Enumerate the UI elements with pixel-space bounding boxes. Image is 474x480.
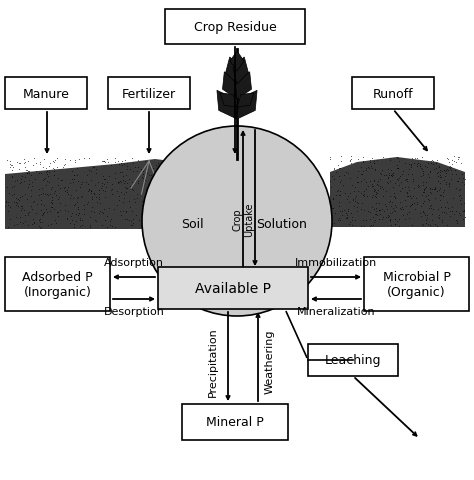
Bar <box>182 404 288 440</box>
Polygon shape <box>233 58 248 85</box>
Text: Precipitation: Precipitation <box>208 326 218 396</box>
Polygon shape <box>226 58 241 85</box>
Text: Adsorbed P
(Inorganic): Adsorbed P (Inorganic) <box>22 270 93 299</box>
Text: Crop Residue: Crop Residue <box>193 21 276 34</box>
Bar <box>5 257 110 312</box>
Text: Immobilization: Immobilization <box>295 257 377 267</box>
Bar <box>165 10 305 45</box>
Text: Leaching: Leaching <box>325 354 381 367</box>
Text: Fertilizer: Fertilizer <box>122 87 176 100</box>
Bar <box>352 78 434 110</box>
Text: Soil: Soil <box>181 218 203 231</box>
Text: Mineral P: Mineral P <box>206 416 264 429</box>
Polygon shape <box>237 94 254 108</box>
Polygon shape <box>235 72 252 100</box>
Text: Mineralization: Mineralization <box>297 306 375 316</box>
Bar <box>308 344 398 376</box>
Polygon shape <box>222 72 239 100</box>
Polygon shape <box>230 52 244 72</box>
Text: Available P: Available P <box>195 281 271 295</box>
Text: Manure: Manure <box>23 87 69 100</box>
Text: Crop
Uptake: Crop Uptake <box>232 203 254 237</box>
Text: Solution: Solution <box>256 218 308 231</box>
Text: Microbial P
(Organic): Microbial P (Organic) <box>383 270 450 299</box>
Text: Runoff: Runoff <box>373 87 413 100</box>
Text: Adsorption: Adsorption <box>104 257 164 267</box>
Bar <box>158 267 308 309</box>
Bar <box>5 78 87 110</box>
Circle shape <box>142 127 332 316</box>
Bar <box>108 78 190 110</box>
Text: Weathering: Weathering <box>265 329 275 394</box>
Polygon shape <box>237 91 257 120</box>
Text: Desorption: Desorption <box>103 306 164 316</box>
Bar <box>364 257 469 312</box>
Polygon shape <box>217 91 237 120</box>
Polygon shape <box>5 160 310 229</box>
Polygon shape <box>220 94 237 108</box>
Polygon shape <box>330 157 465 228</box>
